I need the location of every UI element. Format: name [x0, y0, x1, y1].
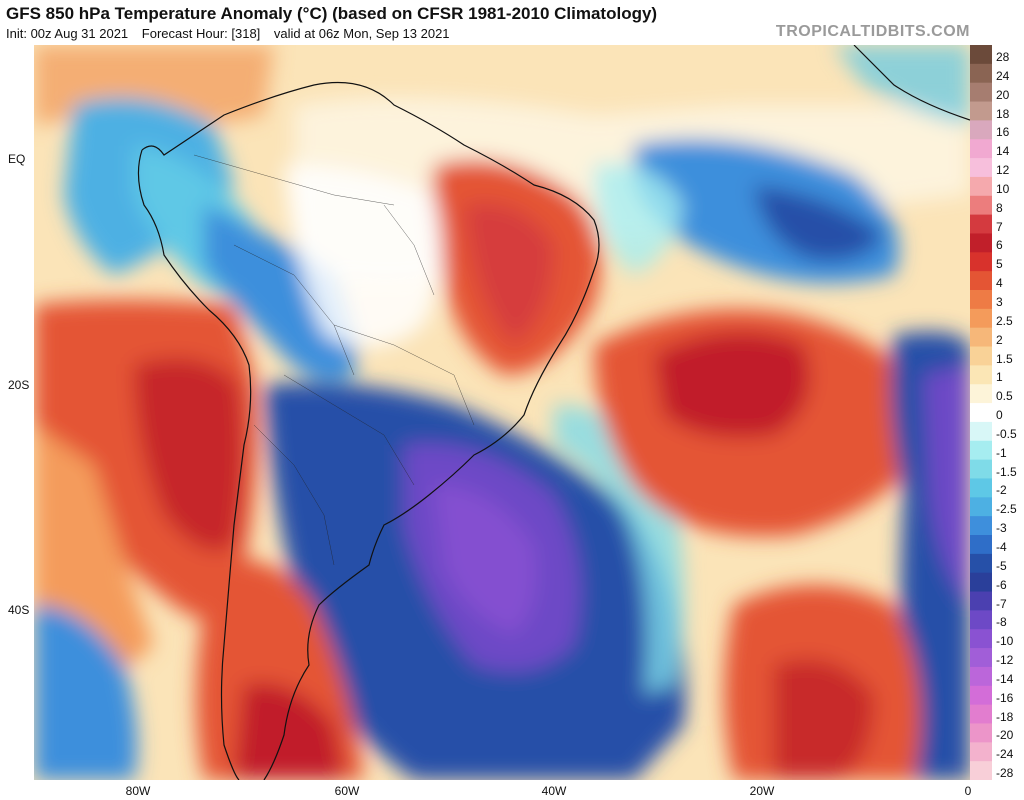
legend-swatch: [970, 610, 992, 630]
legend-label: -1.5: [996, 464, 1017, 479]
legend-label: -20: [996, 728, 1014, 743]
legend-label: 0: [996, 408, 1003, 423]
legend-label: 18: [996, 106, 1010, 121]
color-legend: [970, 45, 992, 780]
lon-label-20w: 20W: [749, 784, 775, 798]
legend-label: 28: [996, 50, 1010, 64]
legend-swatch: [970, 271, 992, 291]
legend-label: 12: [996, 163, 1010, 178]
legend-swatch: [970, 327, 992, 348]
legend-swatch: [970, 139, 992, 159]
brand-watermark: TROPICALTIDBITS.COM: [775, 23, 970, 40]
legend-label: -2: [996, 483, 1007, 498]
anomaly-field: [34, 45, 970, 780]
legend-label: -7: [996, 596, 1007, 611]
legend-swatch: [970, 704, 992, 724]
legend-label: 10: [996, 181, 1010, 196]
legend-swatch: [970, 572, 992, 593]
legend-label: -8: [996, 615, 1007, 630]
lat-label-eq: EQ: [8, 152, 26, 166]
legend-swatch: [970, 82, 992, 103]
legend-label: 2.5: [996, 313, 1013, 328]
lat-label-40s: 40S: [8, 603, 30, 617]
legend-label: -1: [996, 445, 1007, 460]
legend-swatch: [970, 648, 992, 668]
legend-label: -4: [996, 540, 1007, 554]
legend-swatch: [970, 440, 992, 461]
legend-label: -0.5: [996, 426, 1017, 441]
legend-label: 0.5: [996, 389, 1013, 404]
legend-label: 1: [996, 370, 1003, 385]
forecast-hour: Forecast Hour: [318]: [141, 26, 261, 41]
lat-label-20s: 20S: [8, 378, 30, 392]
legend-swatch: [970, 497, 992, 517]
legend-swatch: [970, 176, 992, 197]
legend-swatch: [970, 45, 992, 65]
legend-swatch: [970, 742, 992, 762]
legend-swatch: [970, 384, 992, 404]
chart-subtitle: Init: 00z Aug 31 2021 Forecast Hour: [31…: [6, 26, 460, 41]
legend-swatch: [970, 723, 992, 743]
chart-title: GFS 850 hPa Temperature Anomaly (°C) (ba…: [6, 4, 658, 23]
legend-swatch: [970, 535, 992, 555]
legend-swatch: [970, 629, 992, 649]
legend-label: -3: [996, 521, 1007, 536]
legend-label: 1.5: [996, 351, 1013, 366]
legend-label: 16: [996, 125, 1010, 140]
init-time: Init: 00z Aug 31 2021: [6, 26, 129, 41]
valid-time: valid at 06z Mon, Sep 13 2021: [273, 26, 450, 41]
lon-label-60w: 60W: [334, 784, 360, 798]
lon-label-0: 0: [964, 784, 972, 798]
legend-swatch: [970, 290, 992, 310]
legend-swatch: [970, 120, 992, 140]
legend-swatch: [970, 158, 992, 178]
anomaly-map: [34, 45, 970, 780]
legend-label: 8: [996, 200, 1003, 215]
legend-swatch: [970, 195, 992, 216]
legend-label: -6: [996, 577, 1007, 592]
legend-label: 20: [996, 87, 1010, 102]
legend-swatch: [970, 685, 992, 706]
legend-label: -10: [996, 634, 1014, 649]
legend-label: -12: [996, 653, 1014, 668]
legend-swatch: [970, 214, 992, 234]
legend-label: 14: [996, 144, 1010, 159]
legend-label: 6: [996, 238, 1003, 253]
legend-swatch: [970, 421, 992, 442]
legend-swatch: [970, 63, 992, 84]
legend-label: 24: [996, 68, 1010, 83]
legend-label: -5: [996, 558, 1007, 573]
legend-label: -24: [996, 747, 1014, 762]
legend-label: 3: [996, 295, 1003, 309]
legend-swatch: [970, 553, 992, 574]
legend-label: 7: [996, 219, 1003, 234]
legend-swatch: [970, 308, 992, 329]
legend-swatch: [970, 761, 992, 780]
legend-swatch: [970, 459, 992, 479]
legend-swatch: [970, 346, 992, 366]
legend-swatch: [970, 365, 992, 385]
legend-swatch: [970, 591, 992, 611]
legend-label: -18: [996, 709, 1014, 724]
lon-label-40w: 40W: [541, 784, 567, 798]
country-borders: [193, 154, 475, 566]
legend-label: -28: [996, 766, 1014, 781]
legend-label: 4: [996, 276, 1003, 291]
lon-label-80w: 80W: [125, 784, 151, 798]
legend-swatch: [970, 233, 992, 253]
legend-swatch: [970, 252, 992, 272]
legend-label: -2.5: [996, 502, 1017, 517]
legend-swatch: [970, 101, 992, 121]
legend-label: -14: [996, 671, 1014, 686]
legend-swatch: [970, 516, 992, 536]
coastlines: [137, 45, 970, 780]
legend-label: 5: [996, 257, 1003, 272]
legend-swatch: [970, 403, 992, 423]
legend-swatch: [970, 666, 992, 687]
legend-label: 2: [996, 332, 1003, 347]
legend-label: -16: [996, 690, 1014, 705]
legend-swatch: [970, 478, 992, 498]
